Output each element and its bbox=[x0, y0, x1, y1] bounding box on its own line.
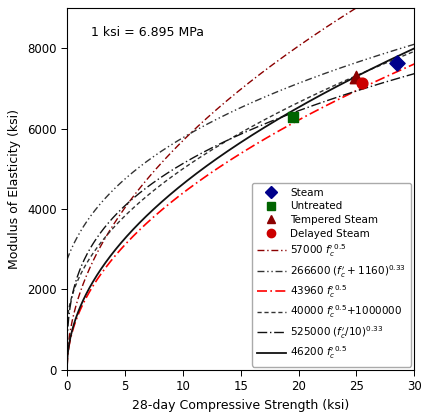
X-axis label: 28-day Compressive Strength (ksi): 28-day Compressive Strength (ksi) bbox=[132, 399, 349, 412]
Legend: Steam, Untreated, Tempered Steam, Delayed Steam, 57000 $f_c'^{0.5}$, 266600 $(f_: Steam, Untreated, Tempered Steam, Delaye… bbox=[252, 183, 411, 367]
Point bbox=[359, 79, 366, 86]
Point bbox=[289, 113, 296, 120]
Point bbox=[353, 73, 360, 80]
Text: 1 ksi = 6.895 MPa: 1 ksi = 6.895 MPa bbox=[91, 26, 204, 39]
Y-axis label: Modulus of Elasticity (ksi): Modulus of Elasticity (ksi) bbox=[8, 109, 22, 269]
Point bbox=[393, 59, 400, 66]
